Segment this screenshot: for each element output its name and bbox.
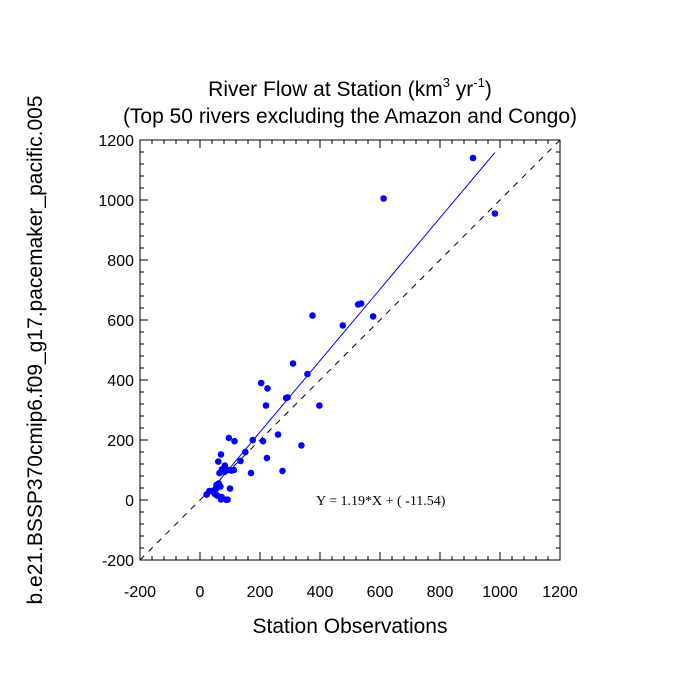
title-part: River Flow at Station (km bbox=[208, 78, 443, 101]
x-tick-label: 800 bbox=[427, 584, 454, 601]
data-point bbox=[222, 496, 230, 504]
x-tick-label: -200 bbox=[124, 584, 156, 601]
plot-frame bbox=[139, 139, 561, 561]
chart-subtitle: (Top 50 rivers excluding the Amazon and … bbox=[123, 105, 577, 128]
data-point bbox=[469, 154, 477, 162]
data-point bbox=[263, 454, 271, 462]
x-tick-label: 400 bbox=[307, 584, 334, 601]
data-point bbox=[237, 457, 244, 465]
chart-title-line: River Flow at Station (km3 yr-1) bbox=[208, 75, 492, 101]
data-point bbox=[264, 385, 271, 392]
data-point bbox=[226, 485, 234, 492]
data-point bbox=[369, 313, 377, 320]
data-point bbox=[380, 195, 387, 202]
y-tick-label: 800 bbox=[107, 253, 134, 270]
y-tick-label: 600 bbox=[107, 313, 134, 330]
x-tick-label: 0 bbox=[196, 584, 205, 601]
regression-equation: Y = 1.19*X + ( -11.54) bbox=[316, 494, 446, 509]
data-point bbox=[242, 448, 249, 456]
y-tick-label: -200 bbox=[102, 553, 134, 570]
x-tick-label: 1000 bbox=[482, 584, 518, 601]
data-point bbox=[216, 469, 223, 477]
data-point bbox=[225, 434, 233, 442]
data-point bbox=[247, 469, 255, 477]
data-point bbox=[231, 437, 238, 445]
regression-line bbox=[206, 152, 496, 496]
data-point bbox=[316, 402, 323, 409]
data-point bbox=[249, 436, 257, 444]
data-point bbox=[215, 458, 222, 465]
chart-title: River Flow at Station (km3 yr-1) (Top 50… bbox=[123, 75, 577, 128]
data-point bbox=[274, 431, 282, 438]
data-point bbox=[217, 451, 225, 458]
axis-ticks bbox=[139, 139, 561, 561]
data-point bbox=[217, 496, 225, 503]
data-point bbox=[284, 394, 291, 401]
data-point bbox=[257, 379, 265, 387]
data-point bbox=[279, 467, 286, 475]
data-point bbox=[203, 491, 210, 498]
data-point bbox=[262, 402, 270, 409]
x-tick-label: 1200 bbox=[542, 584, 578, 601]
data-point bbox=[259, 437, 267, 445]
title-part: ) bbox=[485, 78, 492, 101]
y-tick-label: 0 bbox=[125, 493, 134, 510]
title-superscript: -1 bbox=[473, 75, 485, 90]
data-point bbox=[357, 300, 365, 307]
y-tick-label: 200 bbox=[107, 433, 134, 450]
data-point bbox=[228, 467, 235, 474]
x-tick-label: 200 bbox=[247, 584, 274, 601]
y-tick-label: 1200 bbox=[98, 133, 134, 150]
data-point bbox=[309, 312, 316, 319]
data-point bbox=[298, 442, 305, 449]
y-axis-label: b.e21.BSSP370cmip6.f09_g17.pacemaker_pac… bbox=[24, 95, 47, 604]
axis-tick-labels: -200 0 200 400 600 800 1000 1200 -200 0 200 400 600 8… bbox=[98, 133, 577, 601]
data-points bbox=[203, 154, 499, 504]
data-point bbox=[304, 370, 311, 378]
title-superscript: 3 bbox=[443, 75, 450, 90]
data-point bbox=[289, 360, 297, 367]
x-tick-label: 600 bbox=[367, 584, 394, 601]
data-point bbox=[339, 322, 347, 329]
x-axis-label: Station Observations bbox=[253, 615, 448, 638]
data-point bbox=[491, 210, 499, 217]
title-part: yr bbox=[450, 78, 473, 101]
y-tick-label: 1000 bbox=[98, 193, 134, 210]
y-tick-label: 400 bbox=[107, 373, 134, 390]
